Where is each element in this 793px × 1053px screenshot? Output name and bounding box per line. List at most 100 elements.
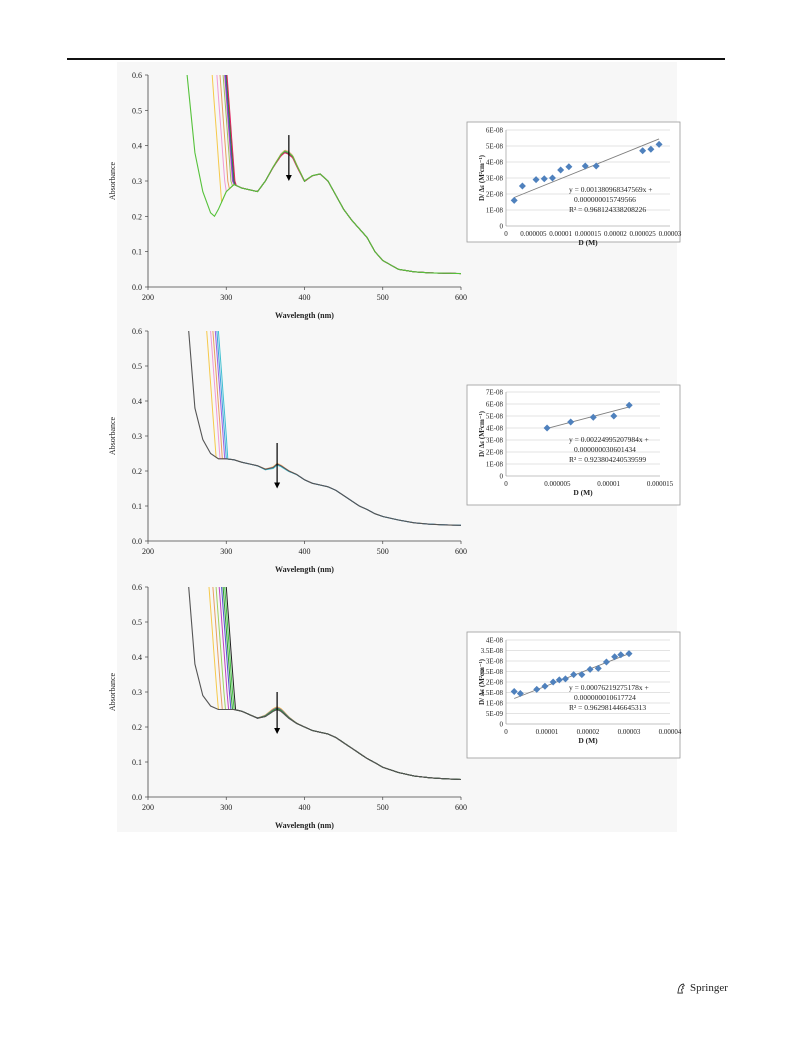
fit-x-axis-title: D (M) [573, 488, 593, 497]
hypochromism-arrow-head [274, 728, 281, 734]
fit-data-point [625, 650, 633, 658]
fit-data-point [543, 424, 551, 432]
x-tick-label: 600 [455, 547, 467, 556]
y-tick-label: 0.1 [132, 758, 142, 767]
y-tick-label: 0.2 [132, 467, 142, 476]
fit-x-tick-label: 0.000015 [647, 480, 674, 488]
fit-y-axis-title: D/ Δε (M²cm⁻¹) [478, 658, 486, 705]
x-tick-label: 300 [220, 547, 232, 556]
fit-y-tick-label: 3E-08 [486, 175, 504, 183]
fit-equation-text: y = 0.00076219275178x + [569, 683, 649, 692]
y-tick-label: 0.4 [132, 397, 142, 406]
fit-trendline [546, 406, 630, 429]
fit-y-tick-label: 6E-08 [486, 127, 504, 135]
fit-data-point [602, 658, 610, 666]
fit-x-tick-label: 0 [504, 230, 508, 238]
y-tick-label: 0.5 [132, 106, 142, 115]
fit-x-tick-label: 0 [504, 480, 508, 488]
x-tick-label: 200 [142, 547, 154, 556]
spectrum-series-line [212, 587, 461, 780]
y-tick-label: 0.5 [132, 618, 142, 627]
fit-intercept-text: 0.000000010617724 [574, 693, 636, 702]
x-axis-title: Wavelength (nm) [275, 311, 334, 320]
springer-horse-icon [677, 982, 685, 993]
fit-y-tick-label: 0 [500, 223, 504, 231]
spectrum-series-line [216, 331, 461, 526]
fit-data-point [532, 176, 540, 184]
y-tick-label: 0.2 [132, 723, 142, 732]
fit-chart-frame [466, 121, 681, 243]
fit-data-point [565, 163, 573, 171]
fit-x-axis-title: D (M) [578, 238, 598, 247]
fit-data-point [516, 690, 524, 698]
x-tick-label: 300 [220, 803, 232, 812]
fit-data-point [617, 651, 625, 659]
x-tick-label: 400 [299, 293, 311, 302]
fit-data-point [533, 685, 541, 693]
fit-y-tick-label: 7E-08 [486, 389, 504, 397]
x-tick-label: 200 [142, 803, 154, 812]
fit-x-tick-label: 0.000005 [544, 480, 571, 488]
fit-data-point [655, 140, 663, 148]
fit-x-tick-label: 0.00003 [659, 230, 682, 238]
spectrum-series-line [212, 331, 461, 526]
fit-x-tick-label: 0.00001 [597, 480, 620, 488]
x-tick-label: 400 [299, 547, 311, 556]
y-tick-label: 0.6 [132, 71, 142, 80]
fit-r-squared-text: R² = 0.923804240539599 [569, 455, 646, 464]
fit-y-tick-label: 4E-08 [486, 159, 504, 167]
fit-x-tick-label: 0.00001 [549, 230, 572, 238]
spectrum-series-line [222, 587, 461, 780]
fit-y-tick-label: 2E-08 [486, 191, 504, 199]
y-tick-label: 0.4 [132, 142, 142, 151]
fit-data-point [610, 412, 618, 420]
spectrum-series-line [218, 587, 461, 780]
spectrum-series-line [214, 331, 461, 526]
y-tick-label: 0.0 [132, 537, 142, 546]
spectrum-series-line [224, 75, 461, 275]
fit-trendline [514, 138, 660, 198]
fit-y-axis-title: D/ Δε (M²cm⁻¹) [478, 154, 486, 201]
fit-y-tick-label: 0 [500, 721, 504, 729]
fit-y-tick-label: 1E-08 [486, 207, 504, 215]
x-tick-label: 200 [142, 293, 154, 302]
fit-r-squared-text: R² = 0.968124338208226 [569, 205, 646, 214]
spectrum-series-line [216, 75, 461, 275]
y-tick-label: 0.1 [132, 502, 142, 511]
fit-data-point [548, 174, 556, 182]
fit-y-tick-label: 5E-08 [486, 143, 504, 151]
fit-equation-text: y = 0.001380968347569x + [569, 185, 652, 194]
fit-data-point [510, 687, 518, 695]
fit-data-point [570, 671, 578, 679]
fit-intercept-text: 0.000000030601434 [574, 445, 636, 454]
fit-data-point [639, 147, 647, 155]
fit-y-tick-label: 1E-08 [486, 461, 504, 469]
fit-data-point [625, 401, 633, 409]
fit-y-tick-label: 5E-09 [486, 710, 504, 718]
fit-x-axis-title: D (M) [578, 736, 598, 745]
x-tick-label: 600 [455, 803, 467, 812]
spectrum-series-line [222, 75, 461, 275]
fit-y-tick-label: 4E-08 [486, 425, 504, 433]
fit-y-tick-label: 2E-08 [486, 449, 504, 457]
spectrum-series-line [226, 75, 461, 275]
x-tick-label: 600 [455, 293, 467, 302]
fit-y-tick-label: 1E-08 [486, 700, 504, 708]
fit-r-squared-text: R² = 0.962981446645313 [569, 703, 646, 712]
x-tick-label: 500 [377, 293, 389, 302]
fit-data-point [586, 665, 594, 673]
fit-y-tick-label: 3.5E-08 [481, 647, 504, 655]
y-axis-title: Absorbance [108, 161, 117, 200]
fit-y-tick-label: 4E-08 [486, 637, 504, 645]
x-tick-label: 500 [377, 547, 389, 556]
fit-data-point [557, 166, 565, 174]
fit-x-tick-label: 0 [504, 728, 508, 736]
y-tick-label: 0.2 [132, 212, 142, 221]
y-tick-label: 0.3 [132, 688, 142, 697]
fit-y-tick-label: 3E-08 [486, 658, 504, 666]
fit-data-point [611, 653, 619, 661]
x-axis-title: Wavelength (nm) [275, 565, 334, 574]
fit-y-tick-label: 6E-08 [486, 401, 504, 409]
fit-x-tick-label: 0.00002 [577, 728, 600, 736]
